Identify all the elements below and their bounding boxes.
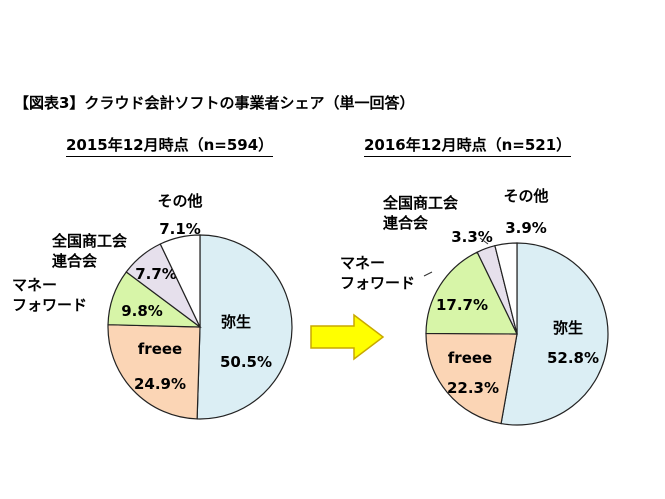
pie-slice bbox=[425, 332, 518, 425]
slice-value-label: 3.3% bbox=[451, 228, 493, 246]
slice-name-label: その他 bbox=[503, 187, 548, 205]
leader-line bbox=[423, 271, 433, 277]
pie-slice bbox=[159, 234, 201, 328]
arrow-icon bbox=[310, 313, 385, 361]
leader-line bbox=[479, 237, 489, 245]
chart-title-2016: 2016年12月時点（n=521） bbox=[364, 134, 572, 157]
pie-slice bbox=[107, 324, 201, 420]
slice-name-label: 全国商工会 bbox=[382, 194, 458, 212]
slice-value-label: 7.7% bbox=[135, 265, 177, 283]
slice-value-label: 9.8% bbox=[121, 302, 163, 320]
pie-slice bbox=[425, 251, 518, 335]
slice-name-label: マネー bbox=[12, 276, 57, 294]
slice-name-label: 全国商工会 bbox=[51, 232, 127, 250]
slice-value-label: 52.8% bbox=[547, 349, 599, 367]
slice-name-label: freee bbox=[448, 349, 492, 367]
slice-value-label: 17.7% bbox=[436, 296, 488, 314]
slice-name-label: freee bbox=[138, 340, 182, 358]
slice-name-label: 連合会 bbox=[52, 252, 97, 270]
slice-value-label: 3.9% bbox=[505, 219, 547, 237]
slice-name-label: 弥生 bbox=[221, 313, 251, 331]
pie-slice bbox=[500, 242, 609, 426]
slice-name-label: その他 bbox=[157, 192, 202, 210]
slice-name-label: 弥生 bbox=[553, 319, 583, 337]
slice-name-label: フォワード bbox=[12, 296, 87, 314]
pie-slice bbox=[494, 242, 518, 335]
slice-name-label: マネー bbox=[340, 254, 385, 272]
slice-value-label: 22.3% bbox=[447, 379, 499, 397]
slice-value-label: 50.5% bbox=[220, 353, 272, 371]
chart-title-2015: 2015年12月時点（n=594） bbox=[66, 134, 274, 157]
slice-name-label: 連合会 bbox=[383, 214, 428, 232]
slice-value-label: 7.1% bbox=[159, 220, 201, 238]
slice-value-label: 24.9% bbox=[134, 375, 186, 393]
pie-slice bbox=[196, 234, 293, 420]
slice-name-label: フォワード bbox=[340, 274, 415, 292]
figure-title: 【図表3】クラウド会計ソフトの事業者シェア（単一回答） bbox=[14, 94, 415, 112]
